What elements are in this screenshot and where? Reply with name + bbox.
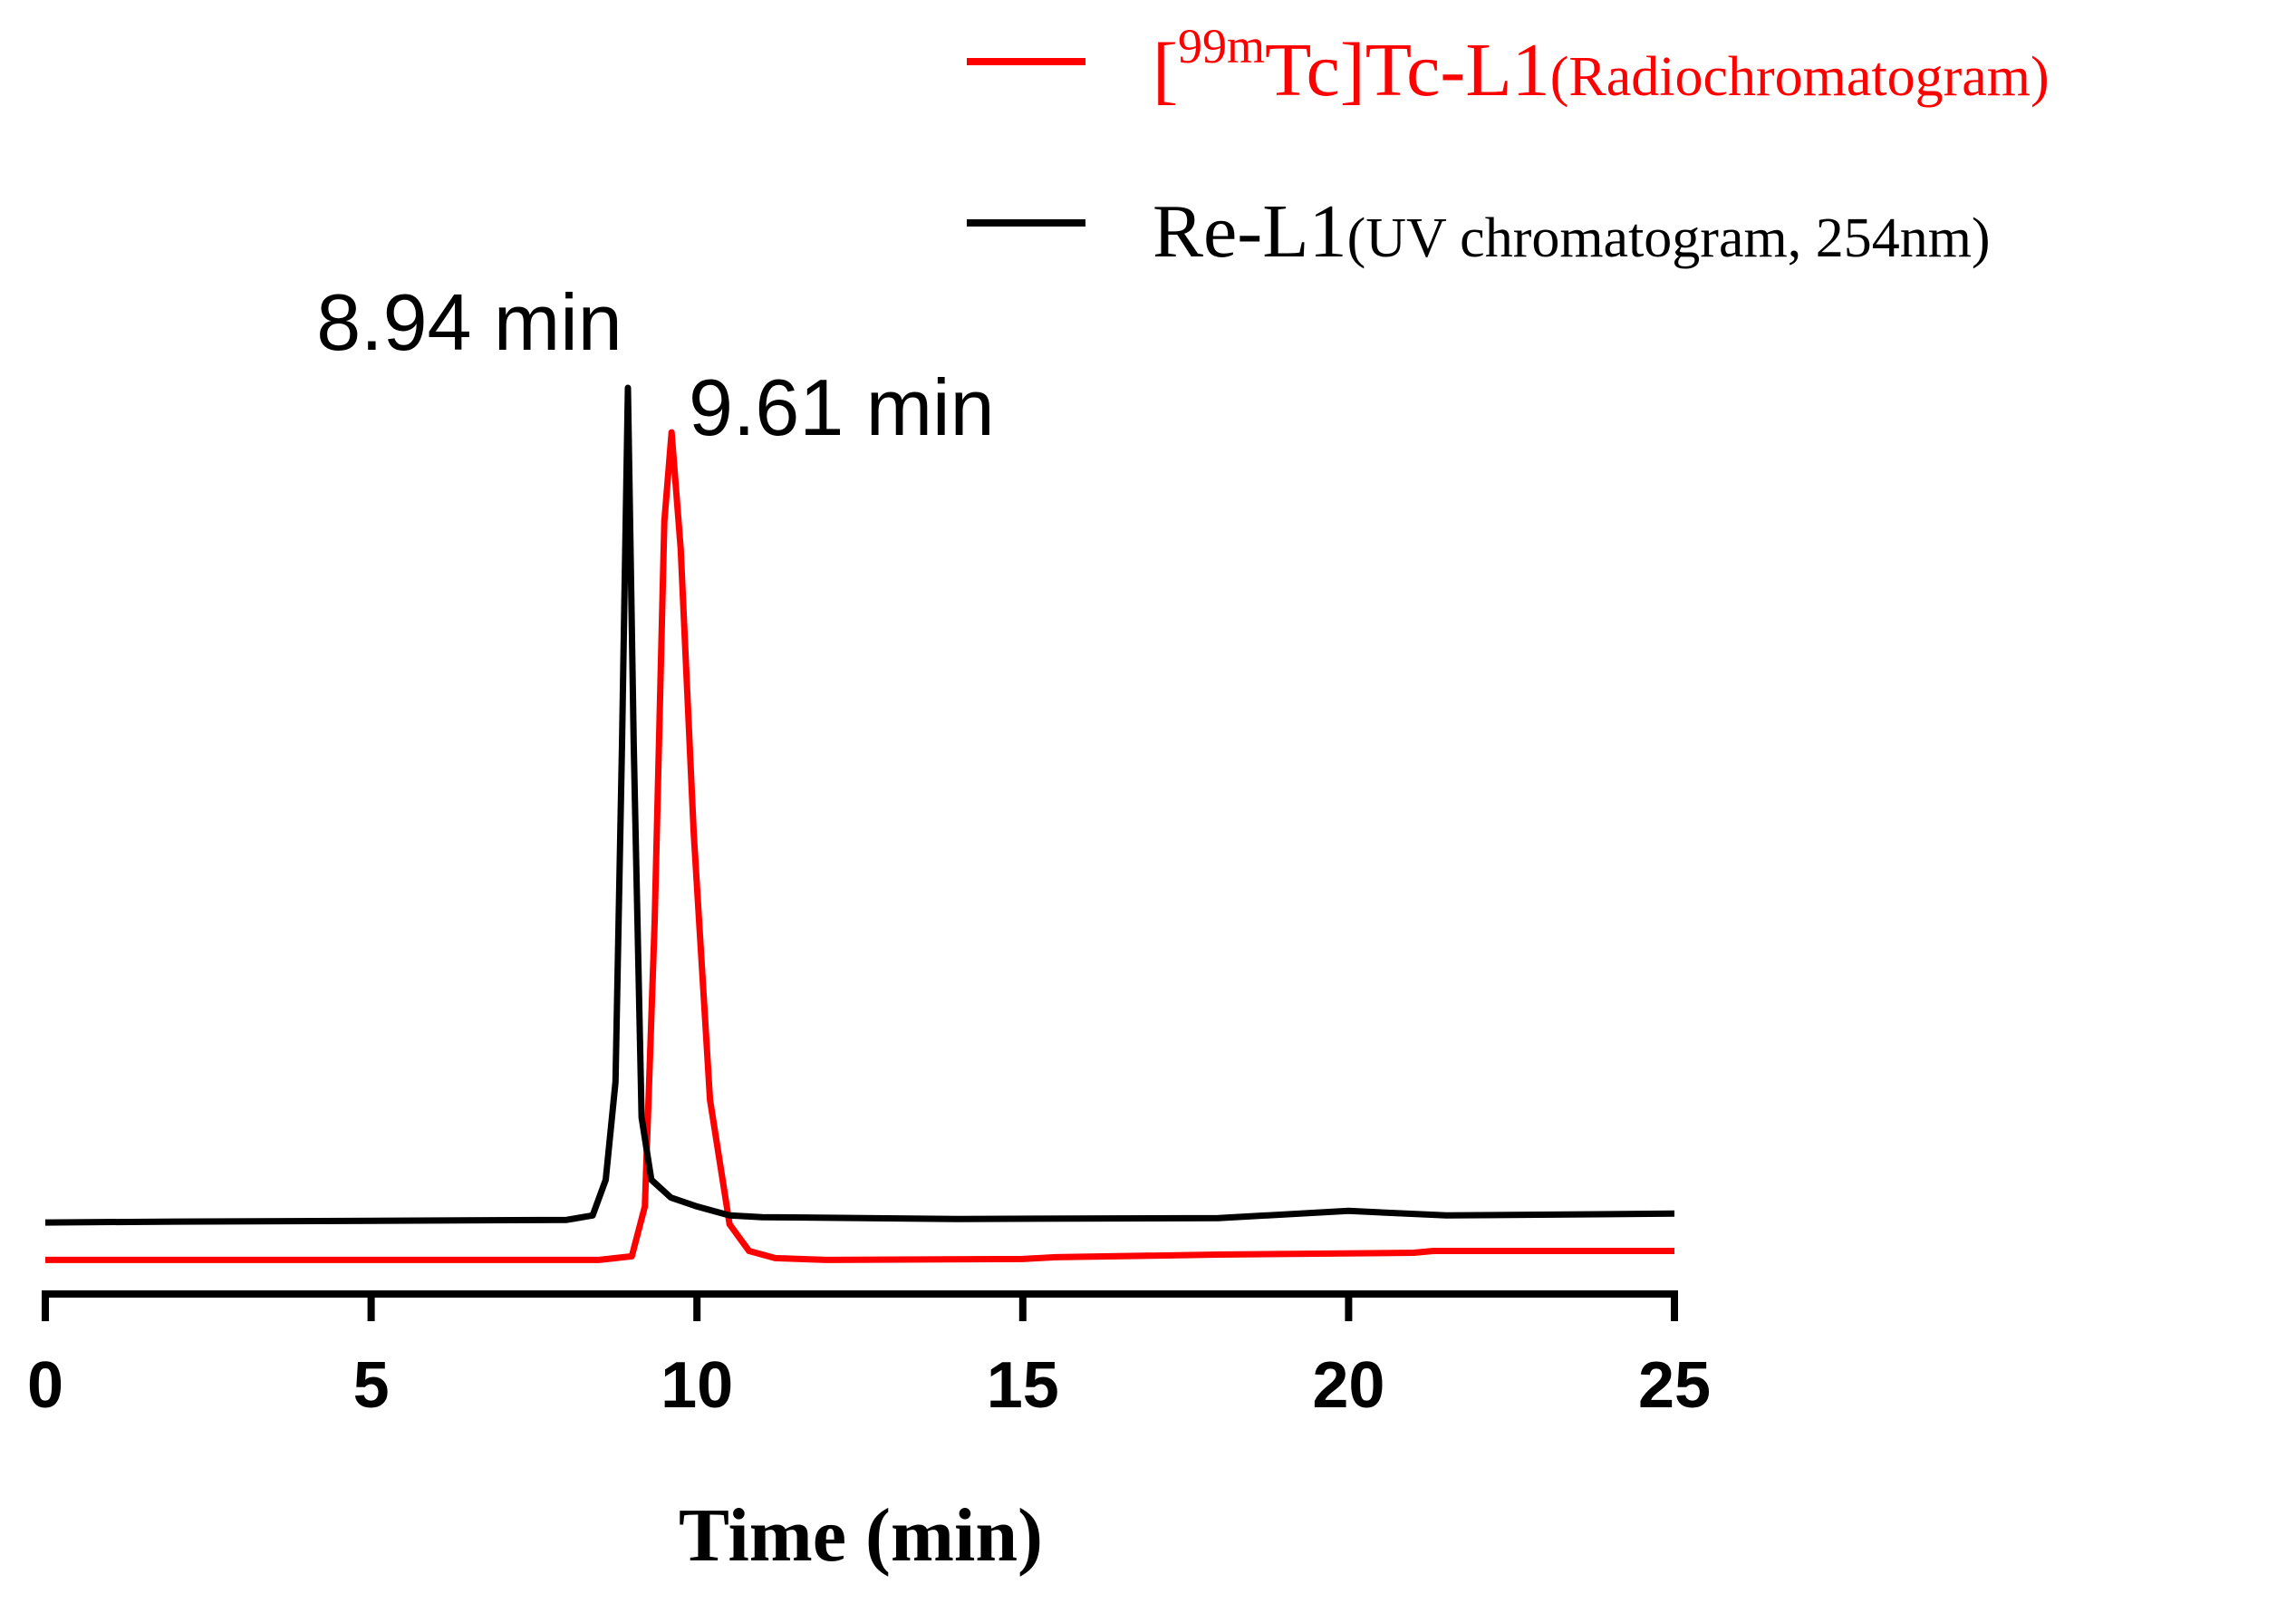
- x-tick-label: 25: [1638, 1349, 1711, 1422]
- legend-entry: Re-L1(UV chromatogram, 254nm): [1153, 189, 1991, 274]
- x-tick-label: 20: [1312, 1349, 1384, 1422]
- legend-entry: [99mTc]Tc-L1(Radiochromatogram): [1153, 19, 2050, 112]
- x-axis: 0 5 10 15 20 25: [27, 1290, 1711, 1422]
- peak-annotation: 8.94 min: [316, 277, 622, 367]
- series-line-radiochromatogram: [45, 429, 1674, 1263]
- x-axis-label: Time (min): [679, 1493, 1043, 1578]
- x-tick-label: 15: [987, 1349, 1059, 1422]
- legend: [99mTc]Tc-L1(Radiochromatogram) Re-L1(UV …: [967, 19, 2050, 274]
- plot-area: [44, 384, 1675, 1263]
- x-tick-label: 10: [661, 1349, 733, 1422]
- x-tick-label: 5: [353, 1349, 390, 1422]
- x-tick-label: 0: [27, 1349, 63, 1422]
- peak-annotation: 9.61 min: [689, 362, 995, 452]
- peak-annotations: 8.94 min 9.61 min: [316, 277, 994, 452]
- series-line-uv-chromatogram: [44, 384, 1675, 1226]
